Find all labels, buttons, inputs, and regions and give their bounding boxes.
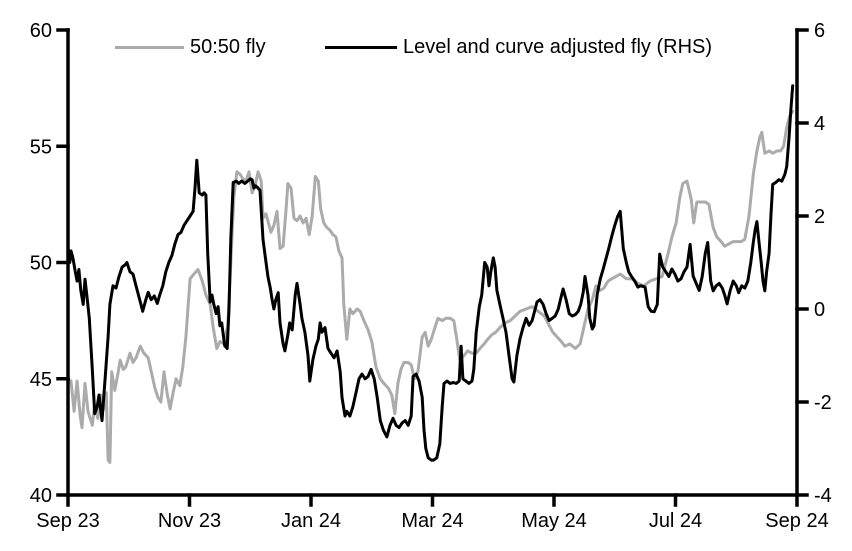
x-axis-label: Jan 24 bbox=[281, 510, 341, 532]
x-axis-label: Jul 24 bbox=[649, 510, 702, 532]
series-line-5050-fly bbox=[66, 109, 795, 464]
legend-swatch-gray-line bbox=[115, 45, 184, 49]
right-axis-label: 6 bbox=[814, 20, 825, 42]
right-axis-label: 4 bbox=[814, 113, 825, 135]
legend-item-level-curve-adjusted-fly: Level and curve adjusted fly (RHS) bbox=[325, 34, 712, 60]
right-axis-label: 0 bbox=[814, 299, 825, 321]
legend-label: 50:50 fly bbox=[190, 35, 266, 58]
right-axis-label: -4 bbox=[814, 485, 832, 507]
x-axis-label: Nov 23 bbox=[158, 510, 221, 532]
left-axis-label: 60 bbox=[30, 20, 52, 42]
left-axis-label: 55 bbox=[30, 136, 52, 158]
x-axis-label: Sep 24 bbox=[765, 510, 828, 532]
series-line-level-curve-adjusted-fly bbox=[66, 84, 795, 462]
legend-label: Level and curve adjusted fly (RHS) bbox=[403, 35, 713, 58]
legend-swatch-black-line bbox=[325, 45, 397, 49]
right-axis-label: 2 bbox=[814, 206, 825, 228]
legend-item-5050-fly: 50:50 fly bbox=[115, 34, 266, 60]
left-axis-label: 50 bbox=[30, 253, 52, 275]
x-axis-label: Mar 24 bbox=[401, 510, 463, 532]
right-axis-label: -2 bbox=[814, 392, 832, 414]
left-axis-label: 40 bbox=[30, 485, 52, 507]
x-axis-label: Sep 23 bbox=[36, 510, 99, 532]
x-axis-label: May 24 bbox=[521, 510, 587, 532]
left-axis-label: 45 bbox=[30, 369, 52, 391]
